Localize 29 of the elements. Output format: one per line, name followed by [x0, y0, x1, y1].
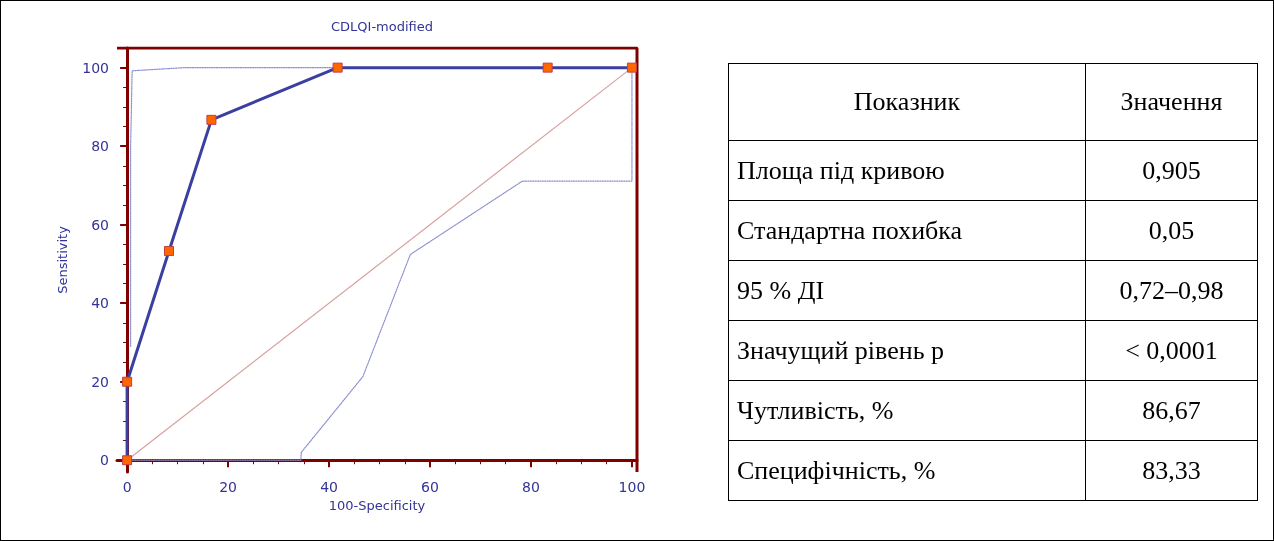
chart-title: CDLQI-modified: [330, 19, 434, 34]
text: Показник: [728, 63, 1086, 141]
y-tick-label: 60: [91, 216, 109, 233]
text: 0,05: [1085, 200, 1258, 261]
y-tick-label: 20: [91, 373, 109, 390]
y-tick-label: 100: [82, 59, 109, 76]
text: Чутливість, %: [728, 380, 1086, 441]
x-tick-label: 100: [618, 479, 646, 495]
text: Значущий рівень p: [728, 320, 1086, 381]
text: < 0,0001: [1085, 320, 1258, 381]
text: Значення: [1085, 63, 1258, 141]
y-tick-label: 40: [91, 295, 109, 312]
y-tick-label: 80: [91, 138, 109, 155]
x-tick-label: 80: [522, 479, 540, 495]
text: Специфічність, %: [728, 440, 1086, 501]
text: 95 % ДІ: [728, 260, 1086, 321]
x-tick-label: 40: [320, 479, 338, 495]
text: 86,67: [1085, 380, 1258, 441]
x-tick-label: 20: [219, 479, 237, 495]
text: 0,72–0,98: [1085, 260, 1258, 321]
x-axis-title: 100-Specificity: [328, 497, 426, 513]
y-axis-title: Sensitivity: [55, 225, 70, 294]
y-tick-label: 0: [100, 452, 109, 469]
text: 83,33: [1085, 440, 1258, 501]
x-tick-label: 0: [122, 479, 132, 495]
text: Площа під кривою: [728, 140, 1086, 201]
text: 0,905: [1085, 140, 1258, 201]
x-tick-label: 60: [421, 479, 439, 495]
text: Стандартна похибка: [728, 200, 1086, 261]
